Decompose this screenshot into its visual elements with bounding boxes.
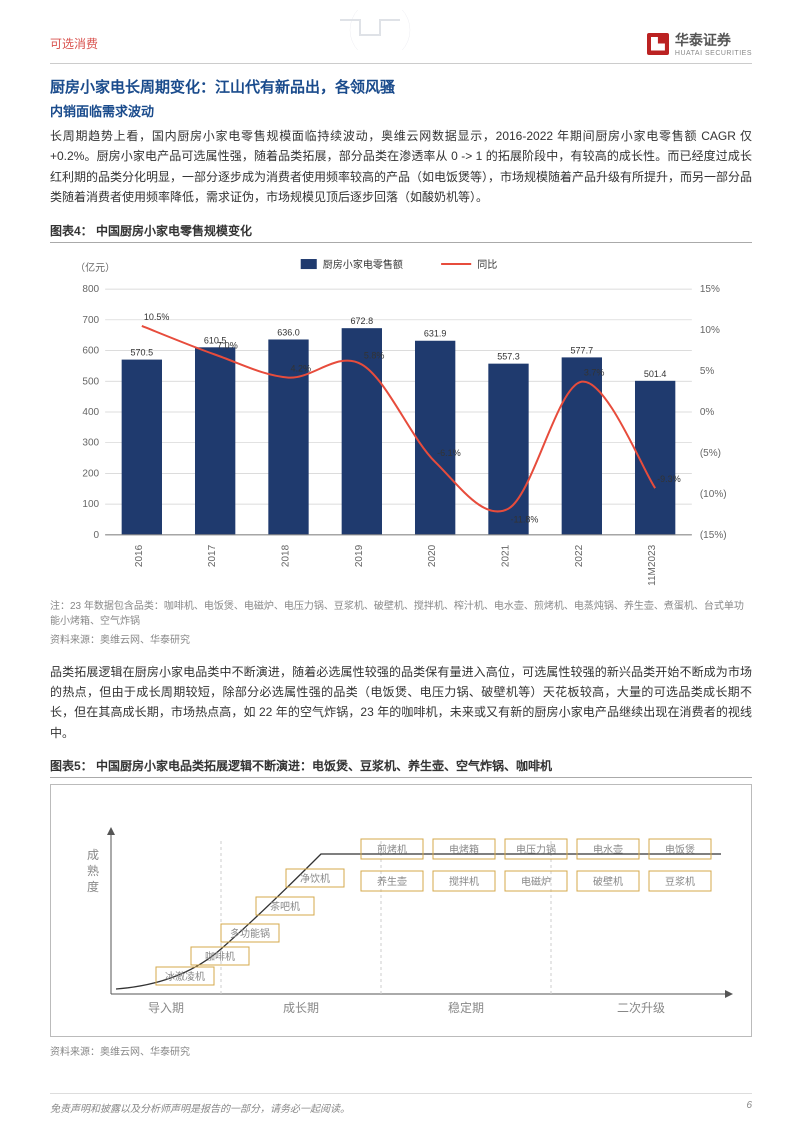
svg-text:600: 600	[82, 345, 99, 356]
svg-text:电磁炉: 电磁炉	[521, 875, 551, 888]
svg-text:5.8%: 5.8%	[364, 350, 385, 360]
svg-text:631.9: 631.9	[424, 328, 447, 338]
svg-text:7.0%: 7.0%	[217, 340, 238, 350]
svg-text:-11.8%: -11.8%	[510, 514, 538, 524]
svg-text:多功能锅: 多功能锅	[230, 927, 270, 940]
svg-text:同比: 同比	[477, 258, 497, 271]
svg-text:冰激凌机: 冰激凌机	[165, 970, 205, 983]
chart5: 成熟度导入期成长期稳定期二次升级冰激凌机咖啡机多功能锅茶吧机净饮机煎烤机电烤箱电…	[50, 784, 752, 1037]
svg-text:800: 800	[82, 284, 99, 295]
paragraph-1: 长周期趋势上看，国内厨房小家电零售规模面临持续波动，奥维云网数据显示，2016-…	[50, 126, 752, 208]
company-name: 华泰证券	[675, 30, 752, 50]
svg-text:2019: 2019	[354, 544, 365, 567]
svg-text:100: 100	[82, 499, 99, 510]
svg-text:咖啡机: 咖啡机	[205, 950, 235, 963]
svg-text:15%: 15%	[700, 284, 720, 295]
svg-text:636.0: 636.0	[277, 327, 300, 337]
svg-text:570.5: 570.5	[131, 347, 154, 357]
svg-text:0%: 0%	[700, 407, 715, 418]
svg-text:577.7: 577.7	[571, 345, 594, 355]
svg-text:度: 度	[87, 879, 99, 894]
svg-text:茶吧机: 茶吧机	[270, 900, 300, 913]
svg-text:净饮机: 净饮机	[300, 872, 330, 885]
svg-text:2022: 2022	[574, 544, 585, 567]
svg-text:煎烤机: 煎烤机	[377, 843, 407, 856]
svg-text:300: 300	[82, 437, 99, 448]
chart5-source: 资料来源：奥维云网、华泰研究	[50, 1043, 752, 1058]
svg-text:3.7%: 3.7%	[584, 367, 605, 377]
chart4-source: 资料来源：奥维云网、华泰研究	[50, 631, 752, 646]
svg-text:电烤箱: 电烤箱	[449, 843, 479, 856]
page-footer: 免责声明和披露以及分析师声明是报告的一部分，请务必一起阅读。 6	[50, 1093, 752, 1115]
svg-text:养生壶: 养生壶	[377, 875, 407, 888]
svg-text:稳定期: 稳定期	[448, 1000, 484, 1015]
footer-page-number: 6	[746, 1100, 752, 1115]
svg-text:0: 0	[94, 529, 100, 540]
svg-text:电水壶: 电水壶	[593, 843, 623, 856]
section-subtitle: 内销面临需求波动	[50, 101, 752, 120]
svg-text:700: 700	[82, 314, 99, 325]
svg-text:搅拌机: 搅拌机	[449, 875, 479, 888]
chart5-svg: 成熟度导入期成长期稳定期二次升级冰激凌机咖啡机多功能锅茶吧机净饮机煎烤机电烤箱电…	[61, 799, 741, 1019]
svg-text:成: 成	[87, 848, 99, 862]
svg-text:4.2%: 4.2%	[290, 363, 311, 373]
svg-text:-6.1%: -6.1%	[437, 447, 461, 457]
category-label: 可选消费	[50, 35, 98, 52]
svg-text:2018: 2018	[280, 544, 291, 567]
svg-text:2017: 2017	[207, 544, 218, 567]
svg-text:(5%): (5%)	[700, 447, 721, 458]
svg-text:10.5%: 10.5%	[144, 312, 170, 322]
svg-text:成长期: 成长期	[283, 1001, 319, 1015]
svg-text:500: 500	[82, 376, 99, 387]
chart5-caption: 图表5： 中国厨房小家电品类拓展逻辑不断演进：电饭煲、豆浆机、养生壶、空气炸锅、…	[50, 757, 752, 778]
svg-text:11M2023: 11M2023	[647, 544, 658, 585]
svg-text:豆浆机: 豆浆机	[665, 875, 695, 888]
svg-text:破壁机: 破壁机	[593, 875, 623, 888]
svg-text:二次升级: 二次升级	[617, 1001, 665, 1015]
logo-icon	[647, 33, 669, 55]
svg-text:（亿元）: （亿元）	[75, 261, 115, 274]
svg-text:400: 400	[82, 407, 99, 418]
svg-text:5%: 5%	[700, 366, 715, 377]
svg-text:2016: 2016	[134, 544, 145, 567]
svg-text:电饭煲: 电饭煲	[665, 843, 695, 856]
section-title: 厨房小家电长周期变化：江山代有新品出，各领风骚	[50, 76, 752, 97]
svg-text:557.3: 557.3	[497, 351, 520, 361]
chart4-svg: （亿元） 厨房小家电零售额 同比 0 100 200 300 400 500 600 700 800 (…	[50, 249, 752, 590]
svg-text:2020: 2020	[427, 544, 438, 567]
chart4-caption: 图表4： 中国厨房小家电零售规模变化	[50, 222, 752, 243]
svg-text:672.8: 672.8	[351, 316, 374, 326]
svg-text:熟: 熟	[87, 863, 99, 878]
footer-disclaimer: 免责声明和披露以及分析师声明是报告的一部分，请务必一起阅读。	[50, 1100, 350, 1115]
svg-text:10%: 10%	[700, 325, 720, 336]
svg-text:(10%): (10%)	[700, 488, 727, 499]
company-logo-block: 华泰证券 HUATAI SECURITIES	[647, 30, 752, 57]
chart4: （亿元） 厨房小家电零售额 同比 0 100 200 300 400 500 600 700 800 (…	[50, 249, 752, 593]
svg-text:电压力锅: 电压力锅	[516, 843, 556, 856]
paragraph-2: 品类拓展逻辑在厨房小家电品类中不断演进，随着必选属性较强的品类保有量进入高位，可…	[50, 662, 752, 744]
svg-text:导入期: 导入期	[148, 1001, 184, 1015]
svg-text:200: 200	[82, 468, 99, 479]
svg-text:(15%): (15%)	[700, 529, 727, 540]
chart4-note: 注：23 年数据包含品类：咖啡机、电饭煲、电磁炉、电压力锅、豆浆机、破壁机、搅拌…	[50, 599, 752, 629]
company-name-en: HUATAI SECURITIES	[675, 50, 752, 57]
svg-text:2021: 2021	[500, 544, 511, 567]
svg-text:厨房小家电零售额: 厨房小家电零售额	[323, 258, 403, 271]
svg-text:-9.3%: -9.3%	[657, 474, 681, 484]
svg-text:501.4: 501.4	[644, 368, 667, 378]
